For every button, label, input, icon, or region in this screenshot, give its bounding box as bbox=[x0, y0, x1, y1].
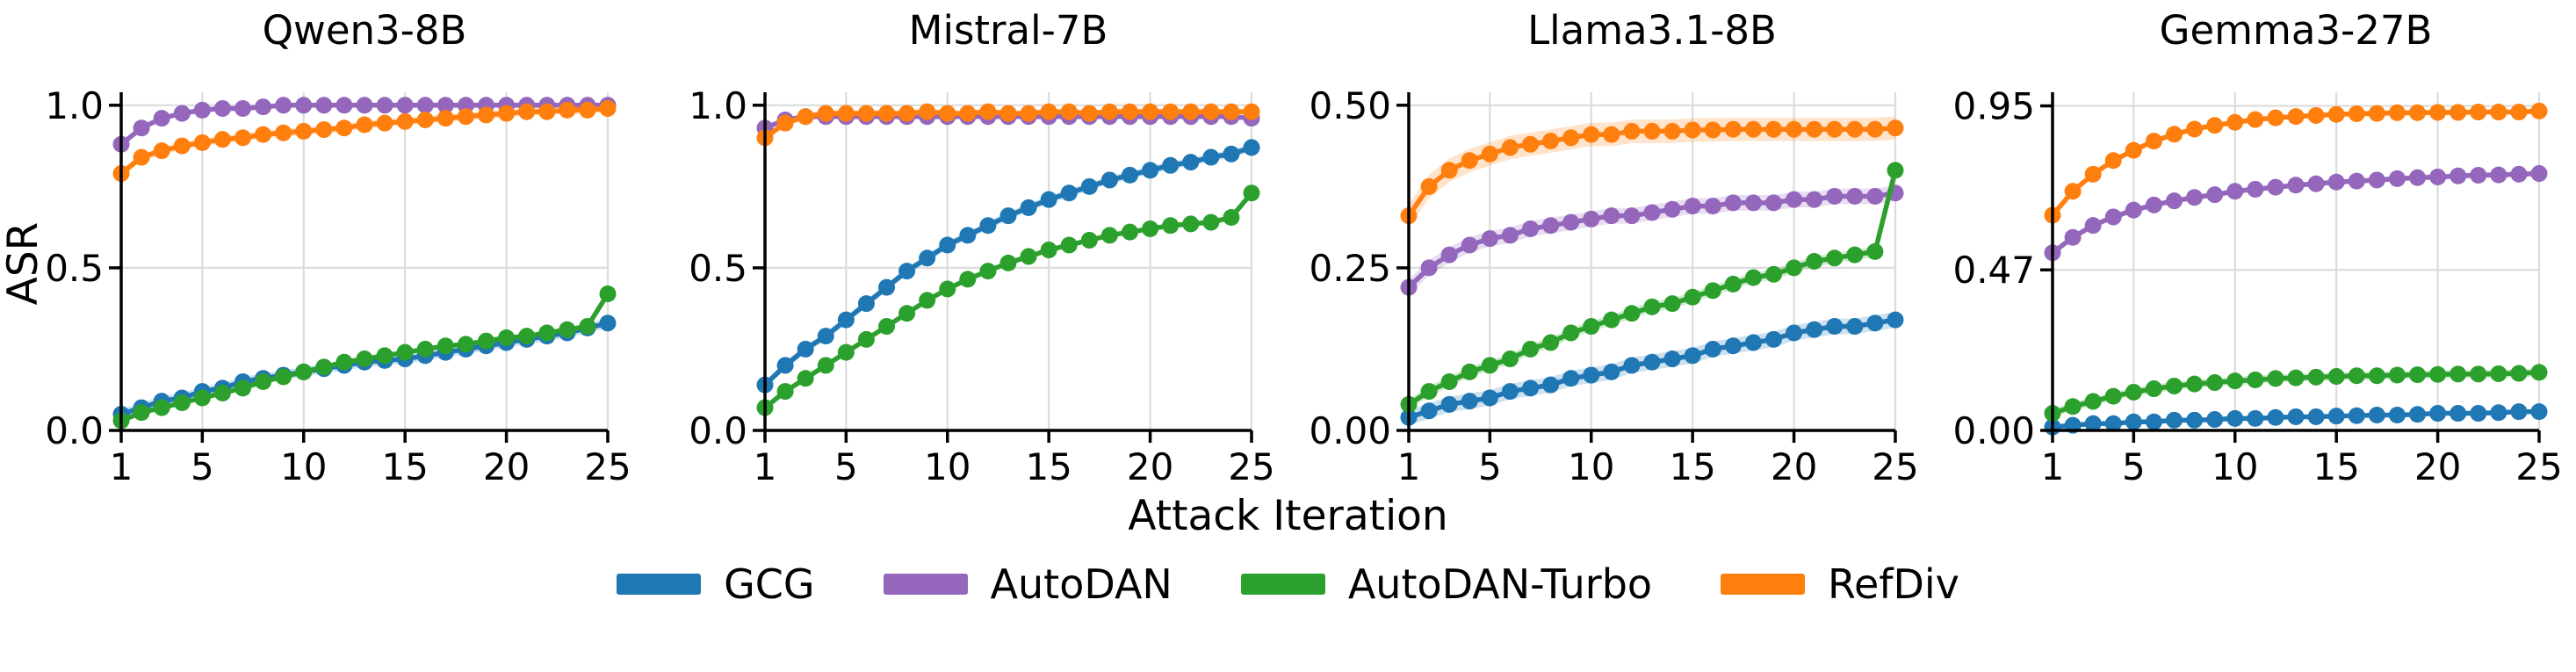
svg-text:10: 10 bbox=[1568, 445, 1614, 488]
svg-text:20: 20 bbox=[483, 445, 530, 488]
legend-item-autodan-turbo: AutoDAN-Turbo bbox=[1240, 560, 1653, 608]
svg-text:5: 5 bbox=[1478, 445, 1502, 488]
svg-text:1.0: 1.0 bbox=[45, 84, 104, 127]
legend-item-autodan: AutoDAN bbox=[883, 560, 1173, 608]
panel-title: Qwen3-8B bbox=[263, 7, 467, 54]
svg-text:15: 15 bbox=[1025, 445, 1072, 488]
autodan-turbo-color-swatch bbox=[1240, 573, 1325, 595]
svg-text:1: 1 bbox=[2041, 445, 2065, 488]
svg-text:0.5: 0.5 bbox=[689, 247, 747, 290]
chart-panel-llama3-1-8b: 1 5 10 15 20 250.000.250.50 Llama3.1-8B bbox=[1309, 7, 1918, 488]
svg-text:10: 10 bbox=[924, 445, 971, 488]
svg-text:25: 25 bbox=[1228, 445, 1274, 488]
legend-label: GCG bbox=[724, 560, 815, 608]
svg-text:25: 25 bbox=[1872, 445, 1918, 488]
legend-label: RefDiv bbox=[1828, 560, 1959, 608]
svg-text:5: 5 bbox=[191, 445, 214, 488]
svg-text:25: 25 bbox=[2515, 445, 2562, 488]
gcg-color-swatch bbox=[617, 573, 702, 595]
svg-text:1: 1 bbox=[754, 445, 777, 488]
legend-item-gcg: GCG bbox=[617, 560, 815, 608]
legend-item-refdiv: RefDiv bbox=[1721, 564, 1959, 604]
legend: GCG AutoDAN AutoDAN-Turbo RefDiv bbox=[0, 564, 2576, 604]
svg-text:20: 20 bbox=[2414, 445, 2461, 488]
panel-title: Gemma3-27B bbox=[2160, 7, 2433, 54]
chart-panel-gemma3-27b: 1 5 10 15 20 250.000.470.95 Gemma3-27B bbox=[1952, 7, 2562, 488]
refdiv-color-swatch bbox=[1721, 573, 1806, 595]
svg-text:1: 1 bbox=[1397, 445, 1421, 488]
svg-text:0.25: 0.25 bbox=[1309, 247, 1391, 290]
svg-text:15: 15 bbox=[381, 445, 428, 488]
svg-text:10: 10 bbox=[2212, 445, 2258, 488]
chart-panel-qwen3-8b: 1 5 10 15 20 250.00.51.0 Qwen3-8B ASR bbox=[0, 7, 631, 488]
svg-text:15: 15 bbox=[1669, 445, 1715, 488]
svg-text:0.00: 0.00 bbox=[1309, 409, 1391, 452]
svg-text:1: 1 bbox=[110, 445, 133, 488]
svg-text:5: 5 bbox=[2122, 445, 2146, 488]
svg-text:0.0: 0.0 bbox=[689, 409, 747, 452]
svg-text:15: 15 bbox=[2313, 445, 2359, 488]
svg-text:0.47: 0.47 bbox=[1952, 249, 2035, 292]
chart-grid: 1 5 10 15 20 25 0.0 0.5 1.0 Qwen3-8B ASR 1 5 10 15 2… bbox=[0, 7, 2563, 488]
svg-text:25: 25 bbox=[584, 445, 631, 488]
svg-text:1.0: 1.0 bbox=[689, 84, 747, 127]
svg-text:20: 20 bbox=[1771, 445, 1817, 488]
svg-text:0.5: 0.5 bbox=[45, 247, 104, 290]
panel-title: Mistral-7B bbox=[909, 7, 1108, 54]
svg-text:10: 10 bbox=[280, 445, 327, 488]
panel-title: Llama3.1-8B bbox=[1527, 7, 1777, 54]
svg-text:0.0: 0.0 bbox=[45, 409, 104, 452]
svg-text:0.00: 0.00 bbox=[1952, 409, 2035, 452]
legend-label: AutoDAN-Turbo bbox=[1347, 560, 1653, 608]
x-axis-label: Attack Iteration bbox=[1128, 492, 1448, 540]
svg-text:0.50: 0.50 bbox=[1309, 84, 1391, 127]
y-axis-label: ASR bbox=[0, 222, 47, 306]
legend-label: AutoDAN bbox=[990, 560, 1173, 608]
chart-panel-mistral-7b: 1 5 10 15 20 250.00.51.0 Mistral-7B bbox=[689, 7, 1275, 488]
autodan-color-swatch bbox=[883, 573, 968, 595]
svg-text:0.95: 0.95 bbox=[1952, 85, 2035, 128]
svg-text:5: 5 bbox=[834, 445, 858, 488]
svg-text:20: 20 bbox=[1127, 445, 1173, 488]
